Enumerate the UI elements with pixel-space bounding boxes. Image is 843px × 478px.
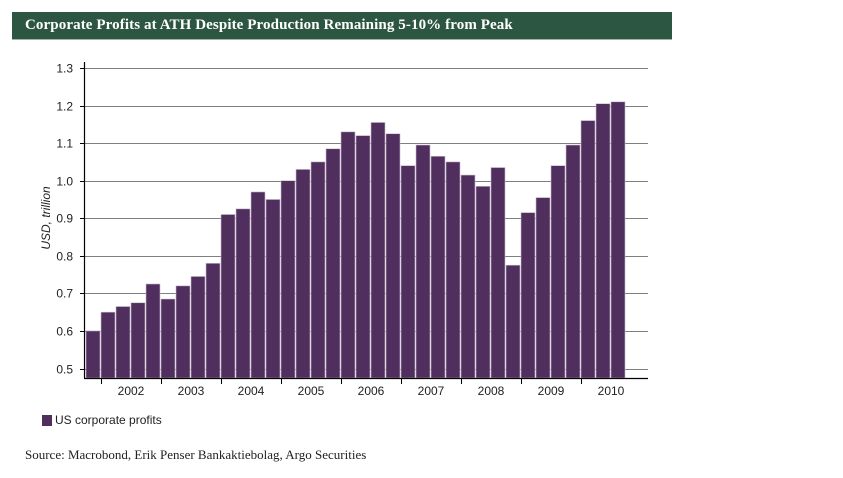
bar bbox=[205, 263, 221, 379]
bar bbox=[550, 165, 566, 379]
bar bbox=[445, 161, 461, 379]
bar-chart: 0.5 0.6 0.7 0.8 0.9 1.0 1.1 1.2 1.3 2002 2003 2004… bbox=[39, 62, 648, 398]
x-tick-label: 2009 bbox=[538, 384, 565, 398]
y-tick-label: 0.6 bbox=[56, 325, 73, 339]
legend-label: US corporate profits bbox=[55, 413, 162, 427]
bar bbox=[505, 264, 521, 379]
x-tick-label: 2004 bbox=[238, 384, 265, 398]
bar bbox=[520, 212, 536, 379]
bar bbox=[610, 101, 626, 379]
bar bbox=[355, 135, 371, 379]
bar bbox=[340, 131, 356, 379]
bar bbox=[430, 155, 446, 379]
bar bbox=[490, 167, 506, 379]
bar bbox=[310, 161, 326, 379]
bar bbox=[265, 199, 281, 379]
bar bbox=[415, 144, 431, 379]
y-tick-label: 1.3 bbox=[56, 62, 73, 76]
bar bbox=[220, 214, 236, 379]
bar bbox=[100, 311, 116, 379]
x-tick-label: 2005 bbox=[298, 384, 325, 398]
bar bbox=[595, 103, 611, 379]
chart-title-bar: Corporate Profits at ATH Despite Product… bbox=[12, 12, 672, 40]
bar bbox=[460, 174, 476, 379]
bar bbox=[130, 302, 146, 379]
bar bbox=[115, 306, 131, 379]
y-tick-labels: 0.5 0.6 0.7 0.8 0.9 1.0 1.1 1.2 1.3 bbox=[56, 62, 73, 377]
x-tick-label: 2007 bbox=[418, 384, 445, 398]
chart-title: Corporate Profits at ATH Despite Product… bbox=[25, 17, 513, 33]
bar bbox=[295, 169, 311, 379]
bar bbox=[385, 133, 401, 379]
bar bbox=[160, 298, 176, 379]
y-tick-label: 1.1 bbox=[56, 137, 73, 151]
bar bbox=[250, 191, 266, 379]
y-tick-label: 0.7 bbox=[56, 287, 73, 301]
bar bbox=[175, 285, 191, 379]
source-note: Source: Macrobond, Erik Penser Bankaktie… bbox=[25, 447, 367, 462]
x-tick-label: 2002 bbox=[118, 384, 145, 398]
bars bbox=[85, 101, 626, 379]
bar bbox=[145, 283, 161, 379]
bar bbox=[475, 186, 491, 379]
bar bbox=[400, 165, 416, 379]
x-tick-label: 2008 bbox=[478, 384, 505, 398]
legend: US corporate profits bbox=[42, 413, 162, 427]
y-tick-label: 0.9 bbox=[56, 212, 73, 226]
bar bbox=[565, 144, 581, 379]
x-tick-label: 2006 bbox=[358, 384, 385, 398]
bar bbox=[235, 208, 251, 379]
y-tick-label: 0.5 bbox=[56, 363, 73, 377]
y-tick-label: 1.2 bbox=[56, 100, 73, 114]
bar bbox=[370, 122, 386, 379]
bar bbox=[535, 197, 551, 379]
bar bbox=[325, 148, 341, 379]
axes bbox=[83, 62, 648, 384]
y-tick-label: 1.0 bbox=[56, 175, 73, 189]
bar bbox=[190, 276, 206, 379]
bar bbox=[580, 120, 596, 379]
x-tick-label: 2010 bbox=[598, 384, 625, 398]
x-tick-label: 2003 bbox=[178, 384, 205, 398]
y-axis-label: USD, trillion bbox=[39, 186, 53, 250]
bar bbox=[280, 180, 296, 379]
bar bbox=[85, 330, 101, 379]
legend-swatch bbox=[42, 414, 52, 426]
y-tick-label: 0.8 bbox=[56, 250, 73, 264]
x-tick-labels: 2002 2003 2004 2005 2006 2007 2008 2009 2010 bbox=[118, 384, 625, 398]
